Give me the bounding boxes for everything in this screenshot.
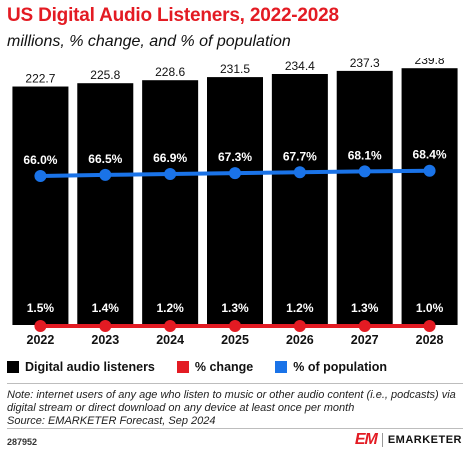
percent-change-value-label: 1.3%	[221, 301, 249, 315]
chart-plot: 222.7 2022 225.8 2023 228.6 2024 231.5 2025 234.…	[12, 58, 458, 347]
population-percent-point	[164, 168, 177, 181]
percent-change-point	[99, 320, 112, 332]
bar-2022	[12, 86, 69, 325]
legend-swatch-listeners	[7, 361, 19, 373]
population-percent-point	[293, 166, 306, 179]
percent-change-value-label: 1.0%	[416, 301, 444, 315]
legend: Digital audio listeners % change % of po…	[7, 360, 387, 374]
percent-change-point	[34, 320, 47, 332]
bar-value-label: 239.8	[415, 58, 445, 67]
population-percent-value-label: 67.3%	[218, 150, 252, 164]
x-tick-label: 2025	[221, 333, 249, 347]
legend-label-population: % of population	[293, 360, 387, 374]
bar-2025	[207, 77, 263, 325]
footer-divider	[7, 428, 463, 429]
legend-item-listeners: Digital audio listeners	[7, 360, 155, 374]
percent-change-value-label: 1.2%	[156, 301, 184, 315]
population-percent-point	[423, 164, 436, 177]
bar-value-label: 237.3	[350, 58, 380, 70]
bar-value-label: 225.8	[90, 68, 120, 82]
percent-change-point	[229, 320, 241, 332]
x-tick-label: 2028	[416, 333, 444, 347]
bar-value-label: 222.7	[25, 72, 55, 86]
percent-change-value-label: 1.2%	[286, 301, 314, 315]
legend-label-listeners: Digital audio listeners	[25, 360, 155, 374]
population-percent-value-label: 66.5%	[88, 152, 122, 166]
bar-value-label: 234.4	[285, 59, 315, 73]
source-text: Source: EMARKETER Forecast, Sep 2024	[7, 415, 216, 427]
population-percent-point	[229, 167, 241, 180]
chart-id: 287952	[7, 437, 38, 447]
brand-separator	[381, 433, 383, 447]
brand-name: EMARKETER	[387, 434, 462, 446]
x-tick-label: 2023	[91, 333, 119, 347]
population-percent-point	[99, 168, 112, 181]
bars-layer	[12, 68, 458, 325]
bar-value-label: 231.5	[220, 62, 250, 76]
x-tick-label: 2024	[156, 333, 184, 347]
note-text: Note: internet users of any age who list…	[7, 389, 456, 414]
percent-change-point	[423, 320, 436, 332]
brand-mark-icon: EM	[354, 431, 378, 448]
chart-subtitle: millions, % change, and % of population	[7, 33, 291, 50]
legend-item-population: % of population	[275, 360, 387, 374]
labels-layer: 222.7 2022 225.8 2023 228.6 2024 231.5 2025 234.…	[23, 58, 446, 347]
population-percent-point	[34, 170, 47, 182]
bar-2026	[271, 73, 328, 325]
legend-item-change: % change	[176, 360, 254, 374]
percent-change-value-label: 1.3%	[351, 301, 379, 315]
percent-change-point	[293, 320, 306, 332]
population-percent-value-label: 67.7%	[283, 149, 317, 163]
population-percent-point	[358, 165, 371, 178]
x-tick-label: 2026	[286, 333, 314, 347]
bar-2023	[77, 83, 134, 325]
legend-swatch-change	[176, 361, 189, 373]
population-percent-value-label: 68.1%	[348, 148, 382, 162]
x-tick-label: 2022	[27, 333, 55, 347]
population-percent-value-label: 66.9%	[153, 151, 187, 165]
bar-2027	[336, 70, 393, 325]
lines-layer	[34, 164, 436, 332]
legend-swatch-population	[275, 361, 288, 373]
percent-change-point	[164, 320, 177, 332]
population-percent-value-label: 68.4%	[413, 148, 447, 162]
percent-change-point	[358, 320, 371, 332]
chart-title: US Digital Audio Listeners, 2022-2028	[7, 5, 339, 26]
legend-label-change: % change	[194, 360, 254, 374]
chart-note: Note: internet users of any age who list…	[7, 389, 463, 428]
percent-change-value-label: 1.5%	[27, 301, 55, 315]
bar-2028	[401, 68, 458, 325]
brand-logo: EM EMARKETER	[355, 431, 462, 449]
bar-2024	[142, 80, 199, 325]
note-divider	[7, 383, 463, 384]
x-tick-label: 2027	[351, 333, 379, 347]
population-percent-value-label: 66.0%	[23, 153, 57, 167]
bar-value-label: 228.6	[155, 65, 185, 79]
percent-change-value-label: 1.4%	[92, 301, 120, 315]
